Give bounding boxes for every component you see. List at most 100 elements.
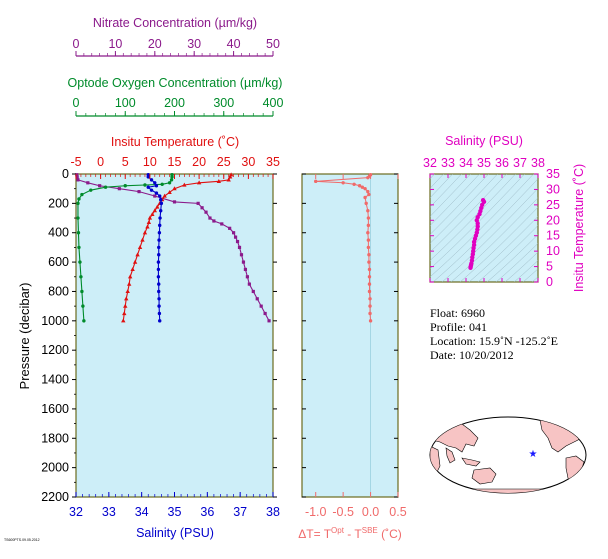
temperature-point (125, 289, 130, 294)
density-contour (430, 174, 498, 244)
delta-point (366, 245, 371, 250)
temperature-axis-title: Insitu Temperature (˚C) (111, 135, 239, 149)
salinity-tick-label: 33 (102, 505, 116, 519)
nitrate-point (200, 206, 204, 210)
nitrate-point (212, 219, 216, 223)
ts-y-tick-label: 30 (546, 182, 560, 196)
nitrate-point (237, 245, 242, 250)
ts-point (480, 198, 486, 203)
delta-point (368, 304, 372, 308)
temperature-tick-label: 30 (241, 155, 255, 169)
delta-xlabel: ΔT= TOpt - TSBE (˚C) (298, 526, 402, 541)
nitrate-tick-label: 20 (148, 37, 162, 51)
delta-point (368, 311, 372, 316)
salinity-tick-label: 36 (200, 505, 214, 519)
density-contour (430, 174, 462, 208)
oxygen-point (76, 201, 80, 206)
nitrate-point (247, 282, 251, 286)
salinity-tick-label: 38 (266, 505, 280, 519)
temperature-tick-label: 20 (192, 155, 206, 169)
delta-point (363, 186, 367, 191)
nitrate-point (208, 216, 212, 220)
density-contour (430, 174, 480, 226)
temperature-point (126, 281, 132, 286)
ts-x-tick-label: 36 (495, 156, 509, 170)
nitrate-tick-label: 40 (227, 37, 241, 51)
delta-plot-background (301, 173, 399, 498)
density-contour (430, 174, 534, 278)
delta-point (367, 289, 372, 294)
delta-point (368, 297, 372, 301)
main-profile-plot: 0200400600800100012001400160018002000220… (17, 37, 283, 519)
salinity-point (157, 311, 162, 316)
oxygen-axis-title: Optode Oxygen Concentration (µm/kg) (68, 76, 283, 90)
density-contour (432, 178, 538, 282)
salinity-point (157, 297, 161, 301)
nitrate-tick-label: 0 (73, 37, 80, 51)
salinity-point (159, 209, 163, 213)
density-contour (529, 154, 608, 292)
oxygen-point (79, 275, 83, 279)
salinity-point (153, 181, 157, 185)
density-contour (486, 234, 538, 282)
nitrate-point (137, 190, 141, 194)
oxygen-point (78, 260, 82, 264)
oxygen-point (81, 304, 85, 308)
density-contour (430, 174, 471, 217)
ts-y-tick-label: 35 (546, 167, 560, 181)
nitrate-point (235, 239, 240, 244)
temperature-point (130, 267, 135, 272)
oxygen-tick-label: 0 (73, 96, 80, 110)
y-tick-label: 2200 (41, 490, 69, 504)
salinity-point (154, 191, 159, 195)
temperature-point (162, 193, 167, 198)
temperature-tick-label: 10 (143, 155, 157, 169)
density-contour (430, 174, 435, 180)
temperature-point (172, 186, 177, 191)
density-contour (459, 206, 538, 282)
density-contour (477, 225, 538, 282)
temperature-point (127, 274, 133, 279)
info-date: Date: 10/20/2012 (430, 348, 514, 362)
delta-point (366, 175, 370, 180)
delta-point (367, 275, 372, 279)
nitrate-point (204, 210, 208, 214)
y-tick-label: 800 (48, 284, 69, 298)
ts-x-tick-label: 32 (423, 156, 437, 170)
salinity-point (146, 185, 150, 189)
density-contour (430, 174, 453, 199)
temperature-point (122, 311, 127, 316)
oxygen-point (160, 182, 164, 186)
nitrate-point (251, 289, 255, 294)
nitrate-point (86, 181, 90, 185)
salinity-point (158, 194, 162, 198)
temperature-tick-label: 15 (168, 155, 182, 169)
ts-x-tick-label: 35 (477, 156, 491, 170)
oxygen-point (77, 197, 81, 201)
delta-point (364, 201, 368, 206)
delta-point (367, 267, 372, 272)
oxygen-tick-label: 400 (263, 96, 284, 110)
y-tick-label: 1400 (41, 373, 69, 387)
ts-x-tick-label: 38 (531, 156, 545, 170)
temperature-point (121, 318, 126, 323)
delta-point (367, 282, 372, 286)
delta-point (357, 184, 362, 188)
temperature-point (196, 180, 202, 185)
salinity-point (159, 197, 163, 202)
nitrate-point (228, 226, 232, 230)
oxygen-tick-label: 100 (115, 96, 136, 110)
salinity-point (154, 184, 159, 188)
density-contour (468, 216, 538, 282)
nitrate-point (220, 222, 224, 226)
temperature-point (226, 177, 231, 182)
ts-point (475, 224, 480, 229)
ts-y-tick-label: 25 (546, 198, 560, 212)
temperature-tick-label: 25 (217, 155, 231, 169)
temperature-point (132, 259, 138, 264)
salinity-point (158, 319, 162, 323)
delta-point (366, 216, 371, 220)
density-contour (430, 174, 507, 253)
temperature-tick-label: 5 (122, 155, 129, 169)
